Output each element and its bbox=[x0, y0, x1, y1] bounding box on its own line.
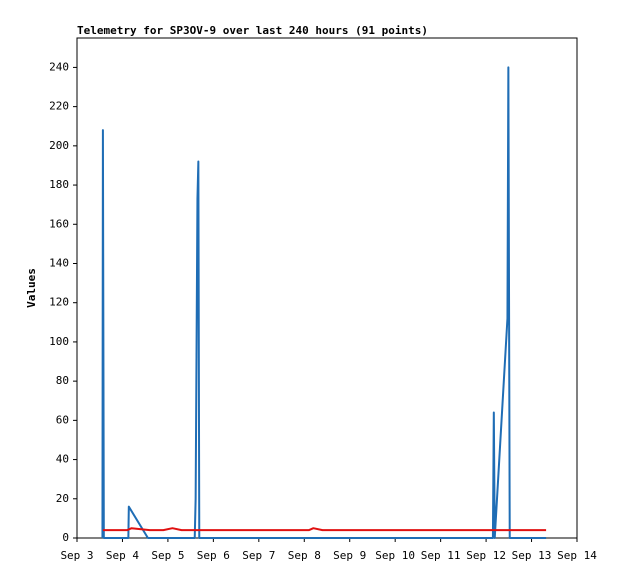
y-tick-label: 40 bbox=[56, 453, 69, 466]
y-tick-label: 100 bbox=[49, 335, 69, 348]
data-line bbox=[102, 527, 547, 532]
y-tick-label: 160 bbox=[49, 217, 69, 230]
x-tick-label: Sep 13 bbox=[512, 549, 552, 562]
x-tick-label: Sep 6 bbox=[197, 549, 230, 562]
y-tick-label: 120 bbox=[49, 296, 69, 309]
x-tick-label: Sep 7 bbox=[242, 549, 275, 562]
x-tick-label: Sep 9 bbox=[333, 549, 366, 562]
y-tick-label: 140 bbox=[49, 256, 69, 269]
data-line bbox=[101, 66, 547, 539]
chart-title: Telemetry for SP3OV-9 over last 240 hour… bbox=[77, 24, 428, 37]
x-tick-label: Sep 3 bbox=[60, 549, 93, 562]
y-tick-label: 200 bbox=[49, 139, 69, 152]
y-axis-label: Values bbox=[25, 268, 38, 308]
x-tick-label: Sep 8 bbox=[288, 549, 321, 562]
x-tick-label: Sep 4 bbox=[106, 549, 139, 562]
x-tick-label: Sep 5 bbox=[151, 549, 184, 562]
x-tick-label: Sep 11 bbox=[421, 549, 461, 562]
x-tick-label: Sep 10 bbox=[375, 549, 415, 562]
y-tick-label: 80 bbox=[56, 374, 69, 387]
y-tick-label: 220 bbox=[49, 100, 69, 113]
y-tick-label: 180 bbox=[49, 178, 69, 191]
x-tick-label: Sep 12 bbox=[466, 549, 506, 562]
y-tick-label: 240 bbox=[49, 60, 69, 73]
y-tick-label: 60 bbox=[56, 413, 69, 426]
y-tick-label: 20 bbox=[56, 492, 69, 505]
y-tick-label: 0 bbox=[62, 531, 69, 544]
x-tick-label: Sep 14 bbox=[557, 549, 597, 562]
